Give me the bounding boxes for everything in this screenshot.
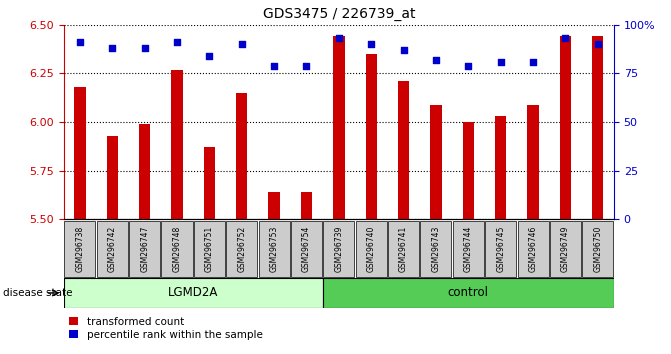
- Bar: [550, 221, 581, 277]
- Text: GSM296741: GSM296741: [399, 225, 408, 272]
- Bar: [204, 147, 215, 219]
- Bar: [421, 221, 452, 277]
- Text: GSM296754: GSM296754: [302, 225, 311, 272]
- Bar: [236, 93, 248, 219]
- Text: GSM296742: GSM296742: [108, 225, 117, 272]
- Point: [333, 35, 344, 41]
- Legend: transformed count, percentile rank within the sample: transformed count, percentile rank withi…: [69, 317, 262, 340]
- Point: [236, 41, 247, 47]
- Point: [269, 63, 280, 68]
- Bar: [356, 221, 386, 277]
- Bar: [107, 136, 118, 219]
- Point: [366, 41, 376, 47]
- Point: [204, 53, 215, 59]
- Point: [592, 41, 603, 47]
- Point: [172, 40, 183, 45]
- Bar: [517, 221, 549, 277]
- Bar: [291, 221, 322, 277]
- Bar: [64, 278, 323, 308]
- Text: GSM296743: GSM296743: [431, 225, 440, 272]
- Text: GSM296747: GSM296747: [140, 225, 149, 272]
- Text: GSM296752: GSM296752: [238, 225, 246, 272]
- Bar: [366, 54, 377, 219]
- Bar: [226, 221, 257, 277]
- Point: [431, 57, 442, 63]
- Text: GSM296750: GSM296750: [593, 225, 603, 272]
- Bar: [592, 36, 603, 219]
- Bar: [171, 70, 183, 219]
- Bar: [453, 221, 484, 277]
- Bar: [388, 221, 419, 277]
- Bar: [495, 116, 507, 219]
- Point: [560, 35, 571, 41]
- Text: LGMD2A: LGMD2A: [168, 286, 218, 299]
- Point: [140, 45, 150, 51]
- Bar: [582, 221, 613, 277]
- Point: [107, 45, 117, 51]
- Bar: [463, 122, 474, 219]
- Text: disease state: disease state: [3, 288, 73, 298]
- Bar: [129, 221, 160, 277]
- Bar: [268, 192, 280, 219]
- Bar: [194, 221, 225, 277]
- Bar: [333, 36, 344, 219]
- Point: [74, 40, 85, 45]
- Text: GSM296738: GSM296738: [75, 225, 85, 272]
- Bar: [485, 221, 516, 277]
- Text: GSM296749: GSM296749: [561, 225, 570, 272]
- Bar: [97, 221, 128, 277]
- Point: [527, 59, 538, 64]
- Text: GSM296745: GSM296745: [496, 225, 505, 272]
- Point: [463, 63, 474, 68]
- Text: GSM296746: GSM296746: [529, 225, 537, 272]
- Bar: [139, 124, 150, 219]
- Text: GSM296753: GSM296753: [270, 225, 278, 272]
- Bar: [527, 105, 539, 219]
- Bar: [560, 36, 571, 219]
- Bar: [64, 221, 95, 277]
- Bar: [74, 87, 86, 219]
- Point: [398, 47, 409, 53]
- Bar: [323, 278, 614, 308]
- Bar: [323, 221, 354, 277]
- Point: [301, 63, 312, 68]
- Bar: [258, 221, 290, 277]
- Text: GSM296744: GSM296744: [464, 225, 473, 272]
- Bar: [301, 192, 312, 219]
- Text: control: control: [448, 286, 488, 299]
- Text: GSM296748: GSM296748: [172, 225, 182, 272]
- Bar: [430, 105, 442, 219]
- Bar: [162, 221, 193, 277]
- Bar: [398, 81, 409, 219]
- Title: GDS3475 / 226739_at: GDS3475 / 226739_at: [262, 7, 415, 21]
- Text: GSM296740: GSM296740: [367, 225, 376, 272]
- Text: GSM296751: GSM296751: [205, 225, 214, 272]
- Text: GSM296739: GSM296739: [334, 225, 344, 272]
- Point: [495, 59, 506, 64]
